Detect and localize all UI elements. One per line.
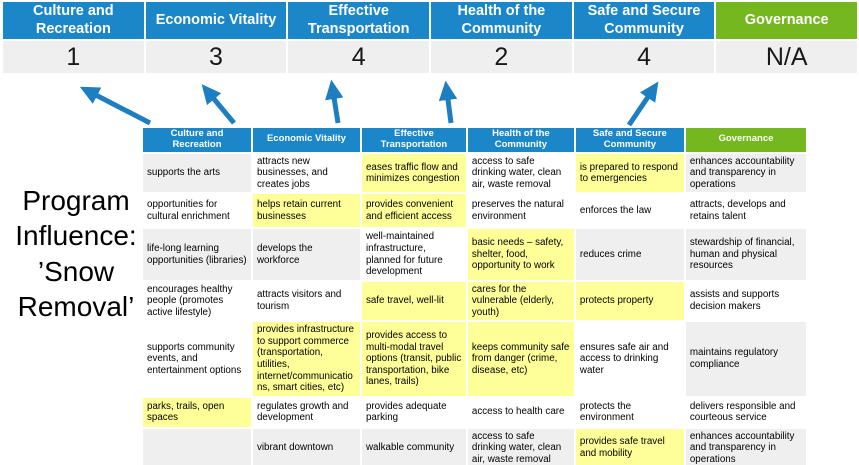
scorecard-column-3: Effective Transportation 4 <box>288 2 430 73</box>
scorecard-column-2: Economic Vitality 3 <box>145 2 287 73</box>
scorecard-value: 3 <box>145 41 287 73</box>
matrix-cell: well-maintained infrastructure, planned … <box>361 229 466 280</box>
matrix-row-2: opportunities for cultural enrichment hel… <box>143 194 806 228</box>
matrix-cell: walkable community <box>361 428 466 465</box>
matrix-cell: opportunities for cultural enrichment <box>143 194 251 228</box>
arrow-economic-vitality <box>201 84 236 125</box>
scorecard-column-4: Health of the Community 2 <box>431 2 572 73</box>
matrix-row-6: parks, trails, open spaces regulates grow… <box>143 397 806 427</box>
matrix-cell: ensures safe air and access to drinking … <box>575 322 684 396</box>
scorecard-value: 2 <box>431 41 572 73</box>
scorecard-value: 4 <box>288 41 430 73</box>
matrix-cell: access to health care <box>467 397 574 427</box>
matrix-row-4: encourages healthy people (promotes acti… <box>143 281 806 321</box>
matrix-cell: provides infrastructure to support comme… <box>252 322 360 396</box>
program-influence-title: Program Influence: ’Snow Removal’ <box>15 185 137 322</box>
matrix-cell: attracts new businesses, and creates job… <box>252 153 360 193</box>
matrix-column-header: Health of the Community <box>467 128 574 152</box>
matrix-cell: enhances accountability and transparency… <box>685 153 806 193</box>
scorecard-header: Effective Transportation <box>288 2 430 39</box>
matrix-column-header: Effective Transportation <box>361 128 466 152</box>
matrix-cell: parks, trails, open spaces <box>143 397 251 427</box>
matrix-cell: cares for the vulnerable (elderly, youth… <box>467 281 574 321</box>
matrix-column-header: Safe and Secure Community <box>575 128 684 152</box>
matrix-cell: supports the arts <box>143 153 251 193</box>
matrix-cell: reduces crime <box>575 229 684 280</box>
matrix-cell: regulates growth and development <box>252 397 360 427</box>
matrix-column-header: Culture and Recreation <box>143 128 251 152</box>
scorecard-value: 4 <box>573 41 715 73</box>
matrix-cell: encourages healthy people (promotes acti… <box>143 281 251 321</box>
matrix-cell: develops the workforce <box>252 229 360 280</box>
matrix-cell: enforces the law <box>575 194 684 228</box>
scorecard-header: Health of the Community <box>431 2 572 39</box>
scorecard-column-1: Culture and Recreation 1 <box>3 2 144 73</box>
matrix-cell: vibrant downtown <box>252 428 360 465</box>
matrix-cell: assists and supports decision makers <box>685 281 806 321</box>
matrix-cell: attracts, develops and retains talent <box>685 194 806 228</box>
matrix-row-1: supports the arts attracts new businesses… <box>143 153 806 193</box>
scorecard-header: Governance <box>716 2 858 39</box>
arrow-safe-secure-community <box>626 81 659 127</box>
arrow-effective-transportation <box>325 79 344 124</box>
matrix-cell: life-long learning opportunities (librar… <box>143 229 251 280</box>
matrix-column-header: Economic Vitality <box>252 128 360 152</box>
matrix-cell: eases traffic flow and minimizes congest… <box>361 153 466 193</box>
matrix-cell: basic needs – safety, shelter, food, opp… <box>467 229 574 280</box>
arrow-culture-recreation <box>79 86 152 126</box>
matrix-row-3: life-long learning opportunities (librar… <box>143 229 806 280</box>
matrix-column-header: Governance <box>685 128 806 152</box>
matrix-cell: supports community events, and entertain… <box>143 322 251 396</box>
matrix-cell: safe travel, well-lit <box>361 281 466 321</box>
scorecard-column-5: Safe and Secure Community 4 <box>573 2 715 73</box>
benefits-matrix: Culture and Recreation Economic Vitality E… <box>141 126 808 465</box>
matrix-cell: preserves the natural environment <box>467 194 574 228</box>
scorecard-value: 1 <box>3 41 144 73</box>
matrix-row-7: vibrant downtown walkable community access… <box>143 428 806 465</box>
matrix-cell: provides access to multi-modal travel op… <box>361 322 466 396</box>
priority-scoreboard: Culture and Recreation 1 Economic Vitality… <box>3 2 858 73</box>
matrix-cell: maintains regulatory compliance <box>685 322 806 396</box>
scorecard-header: Culture and Recreation <box>3 2 144 39</box>
matrix-cell: helps retain current businesses <box>252 194 360 228</box>
matrix-cell: is prepared to respond to emergencies <box>575 153 684 193</box>
matrix-header-row: Culture and Recreation Economic Vitality E… <box>143 128 806 152</box>
matrix-cell: provides convenient and efficient access <box>361 194 466 228</box>
matrix-cell: keeps community safe from danger (crime,… <box>467 322 574 396</box>
matrix-cell: stewardship of financial, human and phys… <box>685 229 806 280</box>
matrix-cell <box>143 428 251 465</box>
matrix-cell: protects the environment <box>575 397 684 427</box>
scorecard-value: N/A <box>716 41 858 73</box>
matrix-cell: enhances accountability and transparency… <box>685 428 806 465</box>
matrix-cell: access to safe drinking water, clean air… <box>467 153 574 193</box>
matrix-cell: protects property <box>575 281 684 321</box>
matrix-row-5: supports community events, and entertain… <box>143 322 806 396</box>
scorecard-column-6: Governance N/A <box>716 2 858 73</box>
matrix-cell: attracts visitors and tourism <box>252 281 360 321</box>
matrix-cell: provides safe travel and mobility <box>575 428 684 465</box>
matrix-cell: provides adequate parking <box>361 397 466 427</box>
arrow-health-community <box>438 80 458 124</box>
scorecard-header: Economic Vitality <box>145 2 287 39</box>
matrix-cell: delivers responsible and courteous servi… <box>685 397 806 427</box>
scorecard-header: Safe and Secure Community <box>573 2 715 39</box>
matrix-cell: access to safe drinking water, clean air… <box>467 428 574 465</box>
